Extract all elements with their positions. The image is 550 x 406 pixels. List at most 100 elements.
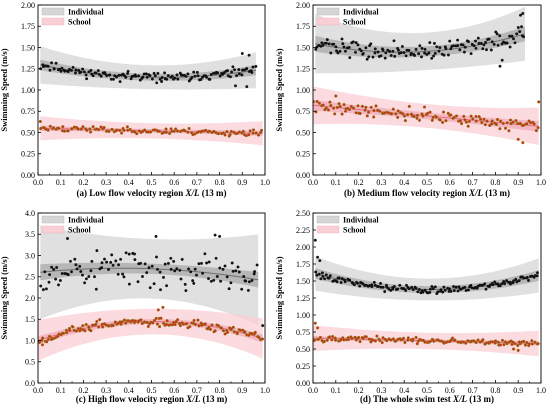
data-point [502, 343, 506, 347]
data-point [498, 343, 503, 347]
data-point [397, 48, 400, 52]
data-point [525, 340, 529, 345]
data-point [90, 259, 94, 263]
data-point [99, 74, 103, 78]
data-point [124, 251, 128, 255]
x-tick-label: 0.7 [468, 178, 478, 187]
panel-caption: (b) Medium flow velocity region X/L (13 … [344, 188, 510, 198]
legend-label-school: School [68, 18, 91, 27]
data-point [228, 133, 232, 137]
data-point [98, 318, 102, 322]
data-point [352, 283, 356, 287]
y-tick-label: 1.50 [21, 43, 35, 52]
data-point [81, 67, 85, 71]
data-point [313, 238, 317, 242]
data-point [144, 72, 148, 76]
data-point [156, 267, 159, 271]
data-point [241, 129, 245, 133]
prediction-band-individual [40, 225, 259, 326]
data-point [317, 272, 321, 276]
data-point [143, 262, 147, 266]
data-point [189, 270, 193, 274]
x-tick-label: 0.0 [308, 178, 318, 187]
data-point [369, 42, 373, 46]
data-point [61, 331, 66, 335]
data-point [339, 337, 343, 342]
data-point [421, 114, 425, 118]
data-point [195, 273, 198, 277]
data-point [244, 279, 248, 283]
data-point [208, 327, 213, 331]
data-point [148, 74, 152, 78]
x-tick-label: 0.4 [399, 386, 409, 395]
y-tick-label: 4.0 [25, 209, 35, 218]
data-point [102, 125, 106, 130]
data-point [441, 120, 445, 125]
data-point [428, 287, 432, 291]
data-point [70, 68, 73, 72]
data-point [407, 48, 411, 52]
data-point [44, 287, 48, 291]
data-point [157, 129, 161, 133]
data-point [134, 74, 138, 78]
data-point [89, 329, 93, 333]
data-point [126, 319, 130, 323]
data-point [432, 54, 436, 58]
data-point [117, 73, 121, 77]
x-tick-label: 0.0 [33, 178, 43, 187]
x-tick-label: 1.0 [260, 178, 270, 187]
data-point [431, 287, 435, 291]
data-point [522, 276, 526, 280]
data-point [474, 114, 478, 119]
data-point [187, 267, 191, 271]
data-point [234, 84, 237, 88]
data-point [433, 285, 437, 289]
data-point [505, 279, 509, 283]
data-point [235, 74, 239, 78]
data-point [242, 275, 246, 278]
data-point [342, 45, 346, 49]
x-tick-label: 0.6 [169, 178, 179, 187]
data-point [338, 49, 342, 53]
data-point [430, 285, 434, 288]
data-point [398, 283, 402, 287]
data-point [449, 113, 453, 117]
data-point [230, 261, 234, 265]
data-point [474, 39, 477, 43]
plot-area [38, 225, 265, 361]
data-point [364, 335, 368, 339]
data-point [449, 289, 453, 293]
data-point [234, 269, 238, 273]
data-point [210, 323, 214, 327]
x-tick-label: 0.7 [192, 178, 202, 187]
data-point [161, 305, 165, 309]
caption-text: (a) Low flow velocity region [76, 188, 185, 198]
data-point [193, 267, 197, 271]
data-point [399, 51, 403, 55]
y-tick-label: 1.75 [296, 260, 310, 269]
data-point [534, 129, 538, 133]
data-point [165, 319, 169, 323]
data-point [365, 114, 369, 118]
data-point [243, 330, 247, 334]
data-point [70, 127, 74, 131]
data-point [479, 117, 483, 121]
panel-b: 0.0 0.1 0.2 0.3 0.4 0.5 0.6 0.7 0.8 0.9 1.0 0.00 0.2… [274, 1, 546, 198]
data-point [491, 283, 495, 287]
data-point [347, 107, 352, 112]
data-point [156, 71, 160, 75]
data-point [508, 34, 512, 38]
data-point [319, 277, 323, 281]
data-point [91, 125, 95, 129]
data-point [85, 77, 89, 81]
data-point [82, 70, 86, 74]
data-point [237, 72, 241, 76]
data-point [47, 280, 51, 284]
data-point [477, 115, 481, 119]
data-point [463, 118, 467, 122]
data-point [173, 76, 177, 80]
data-point [148, 286, 152, 290]
data-point [250, 71, 254, 74]
y-tick-label: 3.5 [25, 230, 35, 239]
data-point [216, 324, 220, 328]
